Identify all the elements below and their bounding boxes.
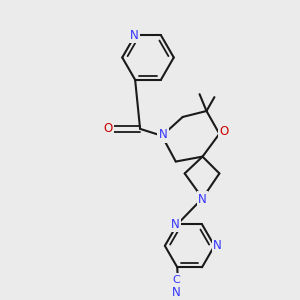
- Text: N: N: [213, 239, 222, 252]
- Text: N: N: [130, 29, 139, 42]
- Text: N: N: [171, 286, 180, 299]
- Text: N: N: [198, 193, 207, 206]
- Text: C: C: [172, 274, 180, 284]
- Text: N: N: [158, 128, 167, 141]
- Text: O: O: [220, 125, 229, 138]
- Text: O: O: [104, 122, 113, 135]
- Text: N: N: [171, 218, 180, 231]
